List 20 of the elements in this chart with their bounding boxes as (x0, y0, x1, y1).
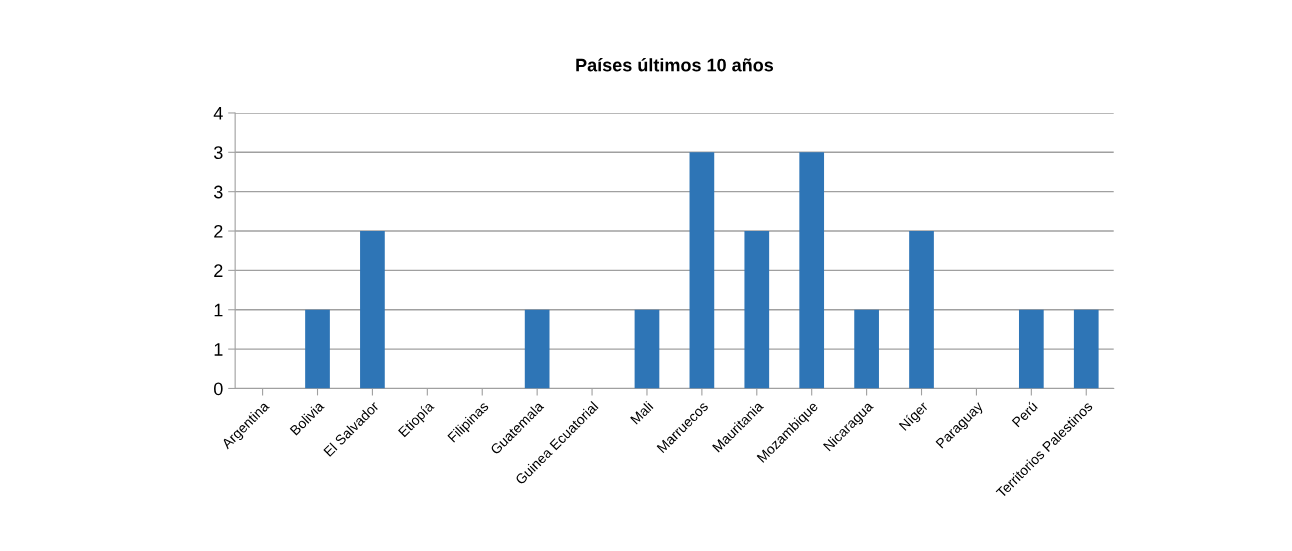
y-tick-label: 3 (213, 185, 223, 199)
bar (909, 231, 934, 389)
bar (305, 309, 330, 389)
chart-title: Países últimos 10 años (576, 58, 774, 72)
bar (634, 309, 660, 389)
bar (524, 309, 550, 389)
y-tick-label: 4 (213, 107, 223, 120)
y-tick-label: 3 (213, 146, 223, 160)
y-tick-label: 1 (214, 303, 223, 317)
bar (360, 231, 385, 389)
y-tick-label: 2 (214, 264, 223, 277)
bar (744, 231, 770, 389)
y-tick-label: 1 (214, 343, 223, 356)
bar (799, 152, 825, 389)
bar (1073, 309, 1099, 389)
y-tick-label: 2 (214, 224, 223, 238)
bar (854, 309, 879, 389)
bar (1018, 309, 1044, 389)
bar (689, 152, 715, 389)
y-tick-label: 0 (214, 382, 223, 396)
